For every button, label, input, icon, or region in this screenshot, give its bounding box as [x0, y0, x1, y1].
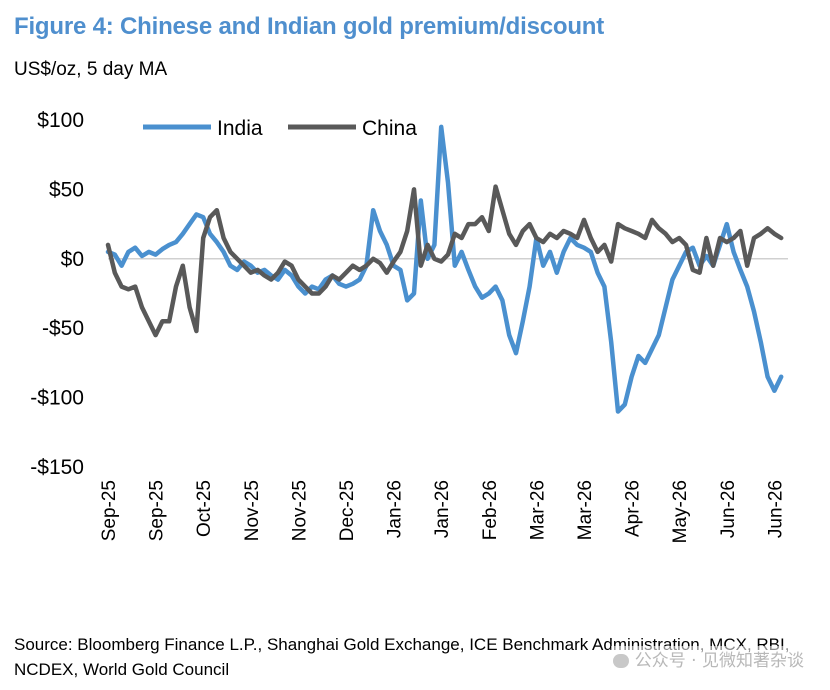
y-tick-label: -$50 — [42, 317, 84, 340]
x-tick-label: Mar-26 — [527, 480, 548, 540]
y-tick-label: $0 — [61, 248, 84, 271]
y-tick-label: $50 — [49, 178, 84, 201]
line-chart: $100 $50 $0 -$50 -$100 -$150 Sep-25 Sep-25 Oct-… — [30, 109, 788, 543]
x-tick-label: Mar-26 — [575, 480, 596, 540]
figure-title: Figure 4: Chinese and Indian gold premiu… — [14, 13, 605, 40]
source-note: Source: Bloomberg Finance L.P., Shanghai… — [14, 635, 790, 679]
watermark: 公众号 · 见微知著杂谈 — [610, 646, 806, 671]
y-tick-label: $100 — [37, 109, 84, 132]
legend-label-china: China — [362, 117, 417, 140]
x-tick-label: Dec-25 — [337, 480, 358, 541]
series-layer — [105, 124, 784, 414]
x-tick-label: Apr-26 — [623, 480, 644, 537]
x-tick-label: Jan-26 — [385, 480, 406, 538]
x-tick-label: Sep-25 — [147, 480, 168, 541]
y-tick-label: -$150 — [30, 456, 84, 479]
wechat-icon — [612, 654, 629, 668]
x-tick-label: Sep-25 — [99, 480, 120, 541]
x-tick-label: Nov-25 — [289, 480, 310, 541]
x-tick-label: Jun-26 — [765, 480, 786, 538]
series-line-india — [105, 124, 784, 414]
x-tick-label: May-26 — [670, 480, 691, 543]
watermark-text: 公众号 · 见微知著杂谈 — [634, 651, 804, 671]
x-tick-label: Jun-26 — [718, 480, 739, 538]
series-line-china — [105, 184, 784, 338]
y-axis: $100 $50 $0 -$50 -$100 -$150 — [30, 109, 788, 479]
legend: India China — [143, 117, 417, 140]
x-axis: Sep-25 Sep-25 Oct-25 Nov-25 Nov-25 Dec-25 Jan-… — [99, 480, 786, 543]
x-tick-label: Jan-26 — [432, 480, 453, 538]
x-tick-label: Nov-25 — [242, 480, 263, 541]
x-tick-label: Oct-25 — [194, 480, 215, 537]
y-tick-label: -$100 — [30, 387, 84, 410]
figure-subtitle: US$/oz, 5 day MA — [14, 59, 168, 80]
x-tick-label: Feb-26 — [480, 480, 501, 540]
legend-label-india: India — [217, 117, 263, 140]
